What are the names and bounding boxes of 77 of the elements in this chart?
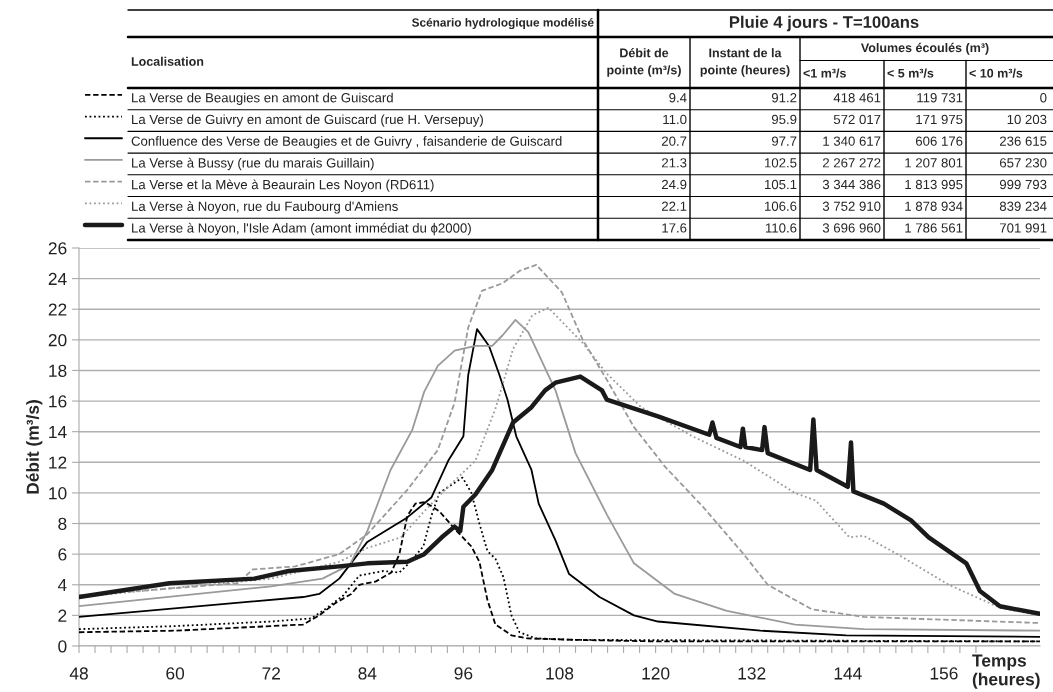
- x-tick-label: 60: [166, 667, 185, 680]
- text: Volumes écoulés (m³): [860, 42, 989, 55]
- legend-label: Confluence des Verse de Beaugies et de Guivry , faisanderie de Guiscard: [131, 136, 562, 149]
- x-tick-label: 156: [930, 667, 958, 680]
- x-tick-label: 48: [69, 667, 88, 680]
- text: 3 696 960: [822, 223, 881, 233]
- y-tick-label: 0: [58, 640, 67, 653]
- text: 106.6: [764, 201, 797, 211]
- text: Scénario hydrologique modélisé: [411, 17, 594, 30]
- legend-label: La Verse à Noyon, l'Isle Adam (amont immédiat du ϕ2000): [132, 222, 471, 236]
- text: 1 813 995: [905, 179, 963, 190]
- text: 91.2: [771, 93, 797, 103]
- text: < 10 m³/s: [969, 68, 1023, 78]
- text: 97.7: [771, 136, 797, 146]
- text: 171 975: [916, 114, 963, 125]
- y-tick-label: 18: [49, 364, 67, 377]
- y-tick-label: 16: [49, 395, 67, 408]
- text: Débit de pointe (m³/s): [607, 48, 681, 77]
- text: 839 234: [999, 201, 1047, 211]
- text: Pluie 4 jours - T=100ans: [729, 15, 919, 32]
- text: < 5 m³/s: [887, 68, 934, 78]
- y-tick-label: 24: [48, 272, 67, 285]
- legend-label: La Verse de Guivry en amont de Guiscard (rue H. Versepuy): [132, 114, 483, 127]
- y-tick-label: 14: [49, 426, 67, 438]
- text: <1 m³/s: [803, 68, 846, 78]
- text: 20.7: [661, 136, 687, 146]
- legend-label: La Verse de Beaugies en amont de Guiscard: [132, 92, 393, 105]
- y-tick-label: 2: [58, 609, 67, 622]
- text: 3 752 910: [822, 201, 881, 211]
- text: Instant de la pointe (heures): [700, 48, 790, 77]
- text: Localisation: [131, 56, 204, 66]
- text: 1 207 801: [905, 158, 963, 168]
- x-tick-label: 72: [262, 667, 280, 680]
- text: 102.5: [764, 158, 797, 168]
- text: 236 615: [999, 136, 1047, 146]
- legend-label: La Verse à Noyon, rue du Faubourg d'Amiens: [132, 201, 398, 214]
- y-tick-label: 8: [58, 517, 67, 530]
- x-tick-label: 144: [834, 667, 862, 680]
- text: 1 786 561: [905, 223, 963, 233]
- y-tick-label: 4: [57, 579, 67, 592]
- y-tick-label: 20: [48, 334, 67, 347]
- text: 0: [1040, 93, 1047, 103]
- x-tick-label: 96: [454, 667, 473, 680]
- y-tick-label: 6: [58, 548, 67, 561]
- text: 999 793: [999, 179, 1047, 190]
- text: 21.3: [661, 158, 687, 168]
- text: 24.9: [661, 179, 687, 190]
- x-tick-label: 84: [358, 667, 377, 680]
- text: 3 344 386: [822, 179, 881, 190]
- x-tick-label: 132: [738, 667, 766, 680]
- text: 572 017: [833, 114, 881, 125]
- text: 95.9: [771, 114, 797, 125]
- x-tick-label: 120: [642, 667, 670, 680]
- y-axis-title: Débit (m³/s): [25, 400, 43, 494]
- text: 22.1: [661, 201, 687, 211]
- x-axis-title: Temps (heures): [972, 654, 1040, 689]
- text: 606 176: [915, 136, 963, 146]
- text: 11.0: [663, 114, 687, 125]
- text: 701 991: [999, 223, 1047, 233]
- text: 418 461: [833, 93, 881, 103]
- y-tick-label: 10: [49, 487, 67, 500]
- text: 657 230: [999, 158, 1047, 168]
- y-tick-label: 12: [49, 456, 67, 469]
- y-tick-label: 26: [48, 242, 67, 255]
- text: 105.1: [764, 179, 797, 190]
- x-tick-label: 108: [546, 667, 574, 680]
- text: 110.6: [765, 223, 797, 233]
- text: 119 731: [917, 93, 963, 103]
- legend-label: La Verse à Bussy (rue du marais Guillain): [132, 157, 374, 171]
- text: 1 340 617: [823, 136, 881, 146]
- text: 17.6: [662, 223, 687, 233]
- text: 2 267 272: [822, 158, 881, 168]
- text: 10 203: [1007, 114, 1047, 125]
- legend-label: La Verse et la Mève à Beaurain Les Noyon (RD611): [132, 179, 434, 192]
- y-tick-label: 22: [48, 303, 67, 316]
- text: 9.4: [669, 93, 687, 103]
- text: 1 878 934: [905, 201, 963, 211]
